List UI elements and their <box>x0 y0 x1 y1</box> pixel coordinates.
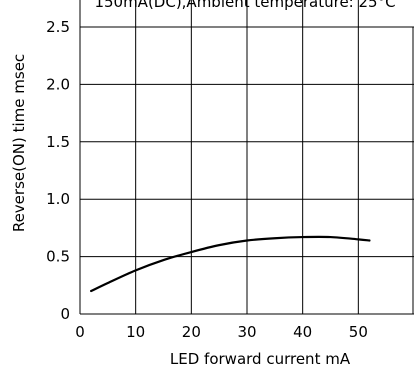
y-tick-label: 0.5 <box>46 248 70 266</box>
y-tick-label: 1.5 <box>46 133 70 151</box>
y-tick-label: 2.5 <box>46 18 70 36</box>
x-tick-label: 0 <box>75 323 85 341</box>
y-tick-label: 0 <box>60 305 70 323</box>
grid <box>79 0 414 315</box>
series-line <box>90 235 371 293</box>
chart-header-text: 150mA(DC),Ambient temperature: 25°C <box>94 0 395 11</box>
x-tick-label: 40 <box>293 323 312 341</box>
y-axis-label: Reverse(ON) time msec <box>10 54 28 232</box>
x-tick-label: 50 <box>349 323 368 341</box>
y-tick-label: 1.0 <box>46 190 70 208</box>
tick-labels: 0 0.5 1.0 1.5 2.0 2.5 0 10 20 30 40 50 <box>46 18 368 341</box>
x-tick-label: 20 <box>182 323 201 341</box>
x-tick-label: 30 <box>237 323 256 341</box>
x-axis-label: LED forward current mA <box>170 350 351 368</box>
x-tick-label: 10 <box>126 323 145 341</box>
y-tick-label: 2.0 <box>46 75 70 93</box>
series-layer <box>90 235 371 293</box>
